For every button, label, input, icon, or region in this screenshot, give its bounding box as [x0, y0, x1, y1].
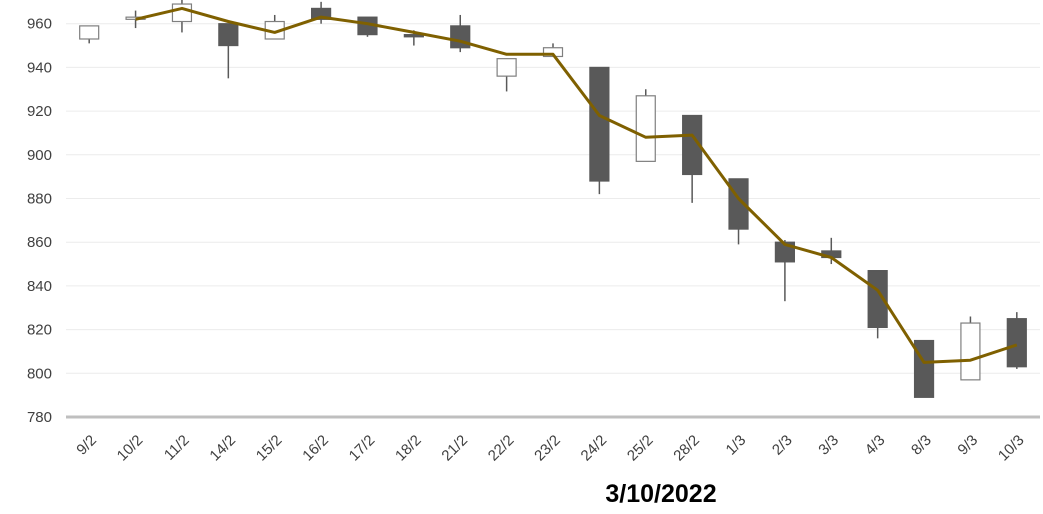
chart-svg: 780 800 820 840 860 880 900 920 940 960 9/2 10/2 11…: [27, 0, 1040, 465]
gridlines: [66, 23, 1040, 374]
y-tick-label: 960: [27, 16, 52, 33]
x-tick-label: 3/3: [815, 432, 842, 459]
x-tick-label: 2/3: [769, 432, 796, 459]
candle-body: [79, 25, 100, 40]
x-tick-label: 15/2: [253, 432, 286, 465]
y-tick-label: 940: [27, 59, 52, 76]
candle-body: [682, 114, 703, 176]
x-tick-label: 18/2: [392, 432, 425, 465]
candle-body: [310, 7, 332, 20]
x-tick-label: 23/2: [531, 432, 564, 465]
x-tick-label: 8/3: [908, 432, 935, 459]
candle-body: [218, 23, 239, 47]
candle-body: [496, 58, 517, 77]
candle-body: [171, 3, 193, 23]
x-tick-label: 16/2: [299, 432, 332, 465]
trend-line: [135, 6, 1018, 364]
candle-body: [589, 66, 610, 182]
x-tick-label: 4/3: [862, 432, 889, 459]
candle-body: [1006, 318, 1027, 368]
y-tick-label: 800: [27, 365, 52, 382]
x-tick-label: 25/2: [624, 432, 657, 465]
candle-body: [913, 339, 935, 398]
x-tick-label: 24/2: [578, 432, 611, 465]
x-tick-label: 10/2: [114, 432, 147, 465]
candle-body: [635, 95, 656, 162]
y-tick-label: 920: [27, 103, 52, 120]
x-tick-label: 28/2: [670, 432, 703, 465]
y-tick-label: 820: [27, 322, 52, 339]
y-tick-label: 780: [27, 409, 52, 426]
x-tick-label: 14/2: [206, 432, 239, 465]
x-tick-label: 10/3: [995, 432, 1028, 465]
y-tick-label: 900: [27, 147, 52, 164]
candlesticks: [79, 0, 1027, 398]
candle-body: [960, 322, 981, 381]
x-tick-label: 11/2: [161, 432, 193, 464]
x-tick-label: 9/2: [73, 432, 100, 459]
trend-line-path: [135, 6, 1018, 364]
x-tick-label: 17/2: [346, 432, 379, 465]
x-axis-tick-labels: 9/2 10/2 11/2 14/2 15/2 16/2 17/2 18/2 21/2 22/2 2…: [73, 432, 1027, 465]
candle-body: [867, 270, 888, 329]
y-tick-label: 860: [27, 234, 52, 251]
chart-title: 3/10/2022: [605, 480, 717, 508]
x-tick-label: 1/3: [723, 432, 750, 459]
y-tick-label: 840: [27, 278, 52, 295]
y-axis-tick-labels: 780 800 820 840 860 880 900 920 940 960: [27, 16, 52, 426]
x-tick-label: 9/3: [954, 432, 981, 459]
x-tick-label: 22/2: [485, 432, 518, 465]
y-tick-label: 880: [27, 191, 52, 208]
x-tick-label: 21/2: [438, 432, 471, 465]
